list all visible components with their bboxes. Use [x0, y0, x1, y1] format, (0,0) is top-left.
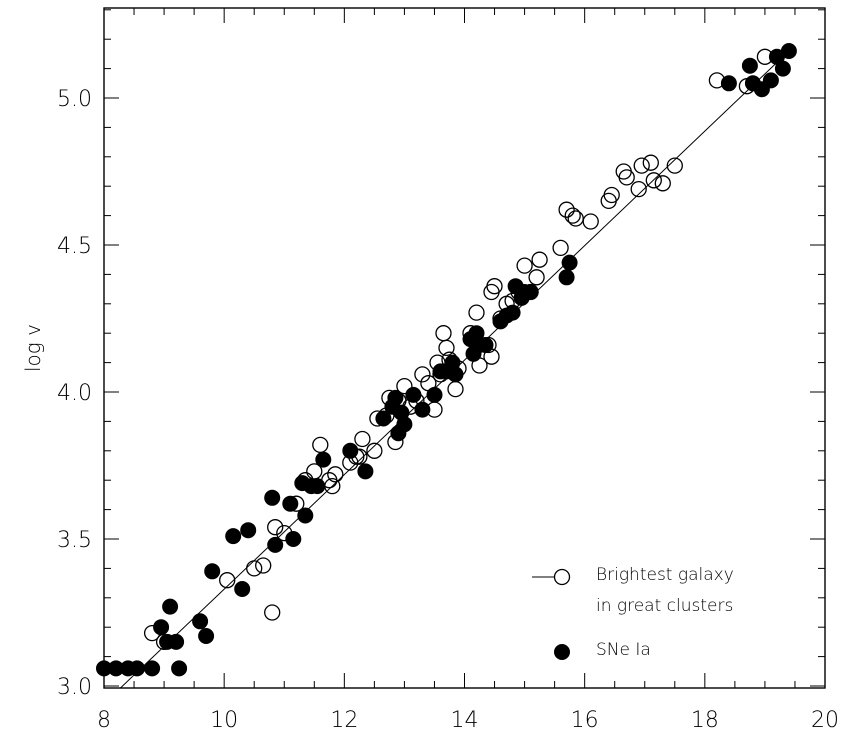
- open-circle-point: [600, 192, 617, 210]
- filled-circle-point: [720, 75, 737, 92]
- open-circle-point: [366, 442, 383, 459]
- filled-circle-point: [267, 536, 284, 553]
- open-circle-point: [615, 163, 632, 180]
- filled-circle-point: [357, 463, 374, 480]
- legend-label-brightest-galaxy-line-2: in great clusters: [596, 596, 733, 616]
- open-circle-point: [552, 239, 569, 257]
- open-circle-point: [630, 180, 647, 198]
- x-tick-label: 18: [691, 708, 719, 733]
- filled-circle-point: [198, 628, 215, 644]
- filled-circle-point: [414, 401, 431, 418]
- open-circle-point: [528, 269, 545, 286]
- data-points-layer: [96, 43, 797, 677]
- filled-circle-point: [780, 43, 797, 59]
- filled-circle-point: [234, 581, 251, 597]
- open-circle-point: [645, 172, 662, 189]
- filled-circle-point: [204, 563, 221, 580]
- filled-circle-point: [168, 633, 185, 650]
- open-circle-point: [564, 207, 581, 224]
- open-circle-point: [219, 572, 236, 589]
- filled-circle-point: [447, 366, 464, 383]
- y-axis-title: log v: [21, 324, 45, 372]
- open-circle-point: [633, 157, 650, 174]
- x-tick-label: 12: [330, 708, 358, 733]
- legend-open-circle-marker: [553, 568, 571, 586]
- filled-circle-point: [153, 619, 170, 636]
- open-circle-point: [435, 325, 452, 342]
- open-circle-point: [516, 257, 533, 274]
- filled-circle-point: [396, 416, 413, 433]
- open-circle-point: [354, 430, 371, 448]
- open-circle-point: [483, 283, 500, 301]
- axis-ticks: [103, 8, 826, 688]
- filled-circle-point: [171, 660, 188, 677]
- filled-circle-point: [558, 269, 575, 286]
- y-tick-label: 4.5: [57, 234, 92, 259]
- open-circle-point: [567, 210, 584, 227]
- filled-circle-point: [504, 304, 521, 321]
- filled-circle-point: [741, 57, 758, 74]
- filled-circle-point: [561, 254, 578, 271]
- filled-circle-point: [309, 478, 326, 495]
- open-circle-point: [438, 339, 455, 357]
- open-circle-point: [531, 251, 548, 268]
- open-circle-point: [558, 201, 575, 218]
- open-circle-point: [327, 466, 344, 483]
- filled-circle-point: [144, 660, 161, 677]
- filled-circle-point: [285, 531, 302, 547]
- filled-circle-point: [264, 489, 281, 506]
- open-circle-point: [255, 557, 272, 574]
- legend-filled-circle-marker: [554, 644, 570, 660]
- plot-frame: [103, 7, 826, 689]
- open-circle-point: [468, 304, 485, 321]
- y-axis-tick-labels: 3.0 3.5 4.0 4.5 5.0: [57, 87, 92, 700]
- filled-circle-point: [522, 284, 539, 300]
- open-circle-point: [486, 278, 503, 295]
- filled-circle-point: [762, 72, 779, 89]
- filled-circle-point: [282, 495, 299, 512]
- open-circle-point: [603, 186, 620, 204]
- filled-circle-point: [129, 660, 145, 677]
- filled-circle-point: [192, 613, 209, 630]
- x-tick-label: 8: [97, 708, 111, 733]
- open-circle-point: [666, 157, 683, 174]
- open-circle-point: [582, 213, 599, 230]
- filled-circle-point: [426, 386, 443, 403]
- filled-circle-point: [225, 528, 242, 545]
- filled-circle-point: [405, 386, 422, 403]
- open-circle-point: [267, 519, 284, 536]
- filled-circle-point: [477, 337, 494, 353]
- filled-circle-point: [297, 507, 314, 524]
- x-tick-label: 14: [451, 708, 479, 733]
- open-circle-point: [654, 175, 671, 192]
- legend-label-sne-ia: SNe Ia: [596, 640, 651, 660]
- x-axis-tick-labels: 8 10 12 14 16 18 20: [97, 708, 839, 733]
- filled-circle-point: [240, 522, 257, 539]
- x-tick-label: 16: [571, 708, 599, 733]
- open-circle-point: [246, 560, 263, 577]
- legend: Brightest galaxy in great clusters SNe I…: [532, 565, 734, 660]
- open-circle-point: [642, 154, 659, 171]
- filled-circle-point: [774, 60, 791, 77]
- filled-circle-point: [375, 410, 392, 427]
- y-tick-label: 5.0: [57, 87, 92, 112]
- legend-label-brightest-galaxy-line-1: Brightest galaxy: [596, 565, 734, 585]
- x-tick-label: 20: [811, 708, 839, 733]
- open-circle-point: [618, 169, 635, 186]
- y-tick-label: 3.0: [57, 675, 92, 700]
- filled-circle-point: [342, 442, 359, 459]
- open-circle-point: [396, 377, 413, 395]
- filled-circle-point: [315, 451, 332, 468]
- y-tick-label: 3.5: [57, 528, 92, 553]
- open-circle-point: [414, 366, 431, 383]
- open-circle-point: [447, 380, 464, 398]
- x-tick-label: 10: [210, 708, 238, 733]
- filled-circle-point: [387, 389, 404, 406]
- filled-circle-point: [162, 598, 179, 615]
- y-tick-label: 4.0: [57, 381, 92, 406]
- open-circle-point: [312, 436, 329, 454]
- open-circle-point: [264, 604, 281, 621]
